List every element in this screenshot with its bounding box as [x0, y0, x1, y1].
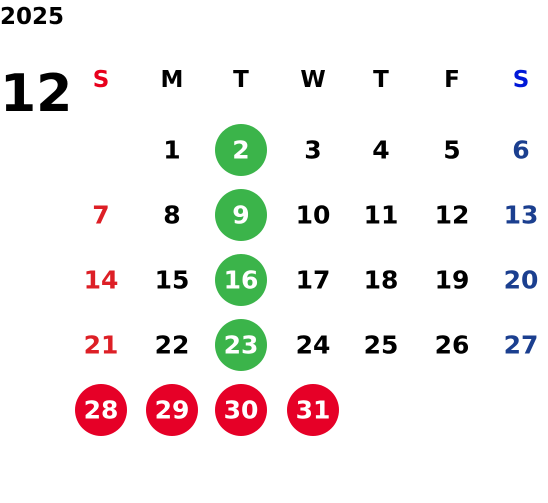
day-highlight [215, 384, 267, 436]
day-number: 24 [296, 331, 331, 360]
day-highlight [146, 384, 198, 436]
day-number: 26 [435, 331, 470, 360]
day-number: 15 [155, 266, 190, 295]
day-number: 23 [224, 331, 259, 360]
day-number: 30 [224, 396, 259, 425]
month: 12 [0, 64, 72, 124]
day-number: 14 [84, 266, 119, 295]
weekday-label: T [373, 67, 389, 93]
weekday-label: S [513, 67, 530, 93]
day-number: 22 [155, 331, 190, 360]
year: 2025 [0, 4, 64, 30]
weekday-label: W [300, 67, 325, 93]
day-number: 27 [504, 331, 539, 360]
day-number: 2 [232, 136, 249, 165]
day-number: 31 [296, 396, 331, 425]
day-number: 5 [443, 136, 460, 165]
day-number: 10 [296, 201, 331, 230]
day-highlight [75, 384, 127, 436]
day-number: 20 [504, 266, 539, 295]
day-number: 4 [372, 136, 389, 165]
day-number: 21 [84, 331, 119, 360]
day-number: 6 [512, 136, 529, 165]
day-highlight [215, 319, 267, 371]
day-number: 7 [92, 201, 109, 230]
day-number: 13 [504, 201, 539, 230]
day-number: 28 [84, 396, 119, 425]
day-number: 12 [435, 201, 470, 230]
day-number: 25 [364, 331, 399, 360]
day-number: 29 [155, 396, 190, 425]
weekday-label: S [93, 67, 110, 93]
day-highlight [215, 254, 267, 306]
day-number: 18 [364, 266, 399, 295]
day-number: 8 [163, 201, 180, 230]
day-highlight [215, 189, 267, 241]
day-highlight [215, 124, 267, 176]
day-number: 16 [224, 266, 259, 295]
day-number: 3 [304, 136, 321, 165]
day-number: 9 [232, 201, 249, 230]
day-highlight [287, 384, 339, 436]
weekday-label: T [233, 67, 249, 93]
day-number: 1 [163, 136, 180, 165]
weekday-label: F [444, 67, 460, 93]
day-number: 19 [435, 266, 470, 295]
weekday-label: M [161, 67, 184, 93]
day-number: 17 [296, 266, 331, 295]
day-number: 11 [364, 201, 399, 230]
